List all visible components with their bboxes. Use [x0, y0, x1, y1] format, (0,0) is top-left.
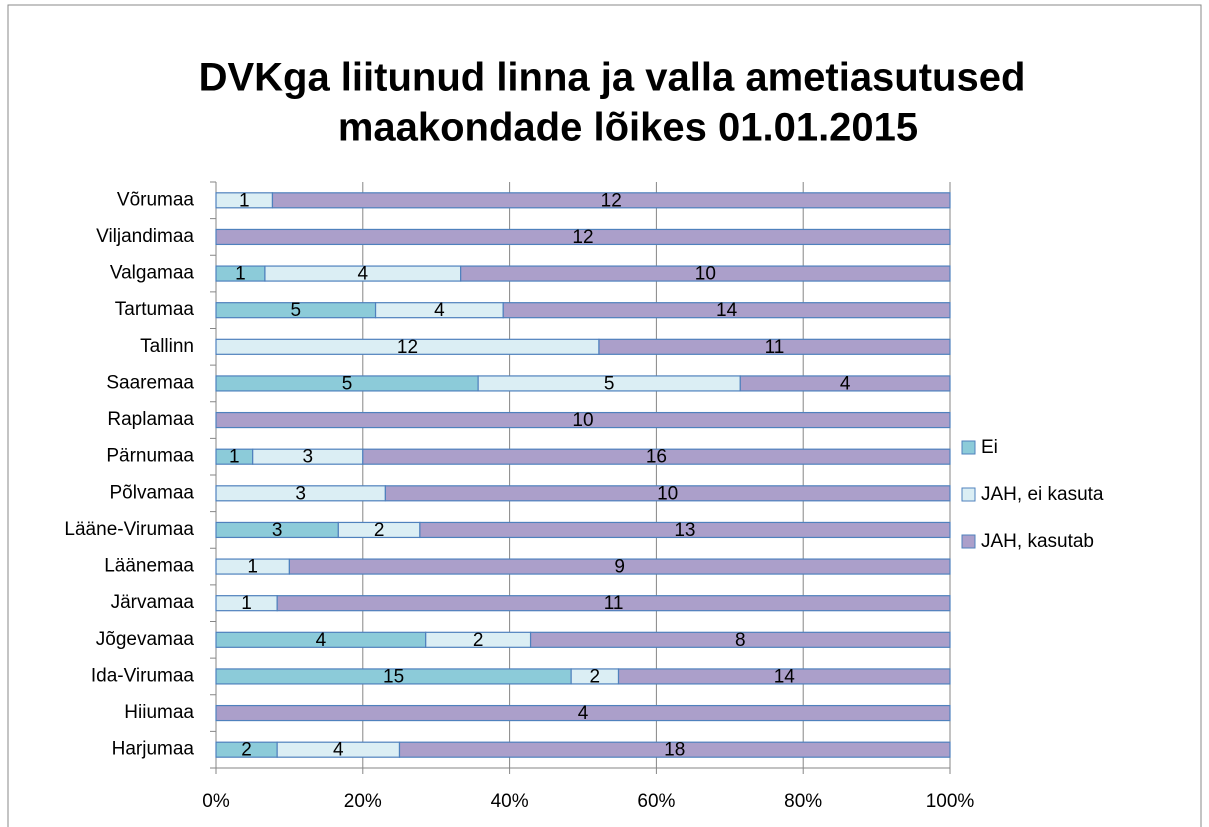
data-label: 2 [374, 520, 385, 541]
bar [529, 631, 951, 648]
legend-label: JAH, kasutab [981, 531, 1094, 552]
x-tick-label: 20% [344, 791, 382, 812]
x-tick-label: 60% [637, 791, 675, 812]
data-label: 13 [674, 520, 695, 541]
data-label: 4 [358, 264, 369, 285]
data-label: 15 [383, 666, 404, 687]
data-label: 8 [735, 630, 746, 651]
data-label: 14 [774, 666, 796, 687]
bar [398, 741, 951, 758]
y-tick-label: Valgamaa [110, 263, 195, 284]
y-tick-label: Tartumaa [115, 299, 195, 320]
x-tick-label: 80% [784, 791, 822, 812]
data-label: 4 [333, 740, 344, 761]
bar [215, 704, 951, 722]
x-tick-label: 0% [202, 791, 230, 812]
data-label: 1 [229, 447, 240, 468]
data-label: 1 [241, 593, 252, 614]
y-tick-label: Harjumaa [112, 739, 195, 760]
chart-title: DVKga liitunud linna ja valla ametiasutu… [199, 56, 1026, 100]
data-label: 4 [840, 373, 851, 394]
data-label: 2 [590, 666, 601, 687]
legend-label: Ei [981, 437, 998, 458]
y-tick-label: Jõgevamaa [96, 629, 195, 650]
data-label: 3 [302, 447, 313, 468]
data-label: 5 [604, 373, 615, 394]
bar [739, 375, 951, 392]
y-tick-label: Lääne-Virumaa [64, 519, 194, 540]
data-label: 2 [473, 630, 484, 651]
y-tick-label: Võrumaa [117, 189, 195, 210]
legend-swatch [961, 487, 976, 502]
y-tick-label: Põlvamaa [110, 482, 195, 503]
data-label: 2 [241, 740, 252, 761]
bar [276, 595, 951, 612]
y-tick-label: Saaremaa [106, 372, 194, 393]
data-label: 16 [646, 447, 667, 468]
data-label: 1 [239, 190, 250, 211]
data-label: 4 [434, 300, 445, 321]
chart-title: maakondade lõikes 01.01.2015 [338, 106, 918, 150]
data-label: 12 [572, 227, 593, 248]
bar [598, 338, 951, 355]
y-tick-label: Viljandimaa [96, 226, 194, 247]
data-label: 4 [578, 703, 589, 724]
data-label: 4 [316, 630, 327, 651]
bar [215, 411, 951, 429]
data-label: 18 [664, 740, 685, 761]
legend-swatch [961, 440, 976, 455]
data-label: 1 [235, 264, 246, 285]
data-label: 10 [657, 483, 678, 504]
bar [362, 448, 951, 465]
x-tick-label: 100% [926, 791, 975, 812]
data-label: 3 [272, 520, 283, 541]
data-label: 11 [765, 337, 785, 358]
y-tick-label: Pärnumaa [106, 446, 194, 467]
legend-swatch [961, 534, 976, 549]
y-tick-label: Järvamaa [111, 592, 195, 613]
legend-label: JAH, ei kasuta [981, 484, 1104, 505]
bar [271, 192, 951, 209]
data-label: 14 [716, 300, 738, 321]
data-label: 9 [614, 557, 625, 578]
y-tick-label: Hiiumaa [124, 702, 194, 723]
y-tick-label: Raplamaa [107, 409, 194, 430]
data-label: 1 [247, 557, 258, 578]
bar [288, 558, 951, 575]
y-tick-label: Tallinn [140, 336, 194, 357]
data-label: 11 [604, 593, 624, 614]
data-label: 5 [342, 373, 353, 394]
data-label: 12 [397, 337, 418, 358]
data-label: 10 [572, 410, 593, 431]
x-tick-label: 40% [491, 791, 529, 812]
bar [419, 521, 951, 539]
bar [215, 228, 951, 246]
y-tick-label: Läänemaa [104, 556, 194, 577]
y-tick-label: Ida-Virumaa [91, 665, 195, 686]
bar [460, 265, 951, 282]
bar [384, 485, 951, 502]
data-label: 12 [601, 190, 622, 211]
bar [502, 302, 951, 319]
bar [617, 668, 951, 685]
data-label: 3 [295, 483, 306, 504]
data-label: 5 [290, 300, 301, 321]
data-label: 10 [695, 264, 716, 285]
